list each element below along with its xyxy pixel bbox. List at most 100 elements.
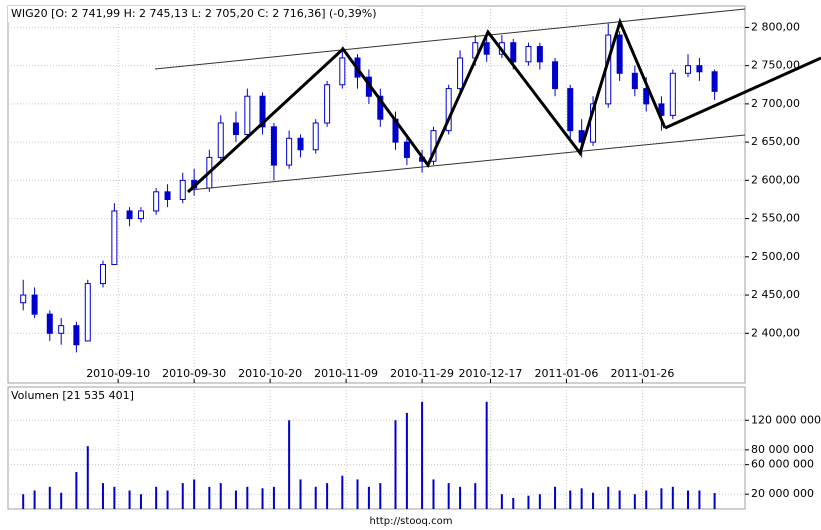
volume-bar (208, 486, 211, 509)
candle-body (137, 210, 144, 220)
volume-bar (86, 446, 89, 509)
volume-panel (7, 386, 746, 510)
volume-bar (48, 486, 51, 509)
volume-bar (432, 479, 435, 509)
volume-bar (538, 494, 541, 509)
volume-bar (645, 490, 648, 509)
volume-bar (341, 475, 344, 509)
candle-body (84, 283, 91, 342)
volume-title: Volumen [21 535 401] (11, 389, 134, 402)
candle-body (259, 95, 266, 128)
x-tick-label: 2010-10-20 (238, 367, 302, 380)
volume-bar (101, 483, 104, 509)
volume-bar (299, 479, 302, 509)
volume-bar (166, 490, 169, 509)
y-tick-label: 2 600,00 (751, 173, 800, 186)
candle-body (46, 313, 53, 334)
y-tick-label: 2 550,00 (751, 212, 800, 225)
candle-body (616, 34, 623, 74)
trend-line (664, 56, 821, 130)
volume-bar (261, 488, 264, 509)
candle-body (536, 46, 543, 63)
candle-body (179, 179, 186, 200)
channel-lower (189, 134, 746, 191)
volume-bar (421, 401, 424, 509)
volume-bar (155, 486, 158, 509)
candle-body (31, 294, 38, 315)
volume-bar (474, 483, 477, 509)
volume-bar (485, 401, 488, 509)
volume-bar (139, 494, 142, 509)
x-tick-label: 2010-09-10 (86, 367, 150, 380)
volume-bar (193, 479, 196, 509)
candle-body (685, 65, 692, 74)
candle-body (153, 191, 160, 212)
candle-body (312, 122, 319, 151)
volume-bar (314, 486, 317, 509)
volume-bar (660, 488, 663, 509)
volume-bar (580, 488, 583, 509)
volume-bar (356, 479, 359, 509)
candle-body (658, 103, 665, 116)
candle-body (631, 72, 638, 90)
title-bg (8, 6, 358, 22)
chart-title: WIG20 [O: 2 741,99 H: 2 745,13 L: 2 705,… (11, 7, 377, 20)
volume-bar (592, 492, 595, 509)
volume-bar (459, 486, 462, 509)
candle-body (339, 57, 346, 86)
volume-bar (394, 420, 397, 509)
volume-bar (246, 486, 249, 509)
candle-body (483, 42, 490, 55)
volume-bar (181, 483, 184, 509)
x-tick-label: 2010-12-17 (459, 367, 523, 380)
candle-body (217, 122, 224, 158)
channel-upper (154, 8, 746, 70)
volume-bar (60, 492, 63, 509)
volume-bar (713, 493, 716, 509)
candle-body (73, 325, 80, 346)
volume-bar (633, 494, 636, 509)
volume-bar (128, 490, 131, 509)
y-tick-label: 2 400,00 (751, 326, 800, 339)
y-tick-label: 2 650,00 (751, 135, 800, 148)
volume-bar (288, 420, 291, 509)
volume-bar (687, 490, 690, 509)
volume-bar (22, 494, 25, 509)
candle-body (99, 263, 106, 285)
candle-body (377, 95, 384, 120)
volume-bar (607, 486, 610, 509)
zigzag-line (186, 17, 667, 194)
candle-body (696, 65, 703, 73)
candle-body (297, 137, 304, 151)
volume-bar (527, 495, 530, 509)
volume-bar (447, 483, 450, 509)
volume-bar (618, 490, 621, 509)
candle-body (643, 88, 650, 105)
x-tick-label: 2010-11-09 (314, 367, 378, 380)
volume-bar (698, 490, 701, 509)
volume-bar (272, 486, 275, 509)
candle-body (244, 95, 251, 135)
x-tick-label: 2010-11-29 (390, 367, 454, 380)
y-tick-label: 2 700,00 (751, 97, 800, 110)
candle-body (525, 46, 532, 63)
candle-body (232, 122, 239, 135)
volume-bar (234, 490, 237, 509)
y-tick-label: 80 000 000 (751, 443, 814, 456)
volume-bar (113, 486, 116, 509)
trend-lines (154, 8, 821, 194)
y-tick-label: 60 000 000 (751, 458, 814, 471)
volume-bar (554, 486, 557, 509)
volume-bar (33, 490, 36, 509)
volume-bar (219, 483, 222, 509)
candle-body (324, 84, 331, 124)
volume-bar (512, 497, 515, 509)
candle-body (445, 88, 452, 132)
candle-body (403, 141, 410, 158)
y-tick-label: 2 500,00 (751, 250, 800, 263)
volume-bar (500, 494, 503, 509)
candle-body (711, 71, 718, 92)
y-tick-label: 2 450,00 (751, 288, 800, 301)
y-tick-label: 120 000 000 (751, 413, 821, 426)
